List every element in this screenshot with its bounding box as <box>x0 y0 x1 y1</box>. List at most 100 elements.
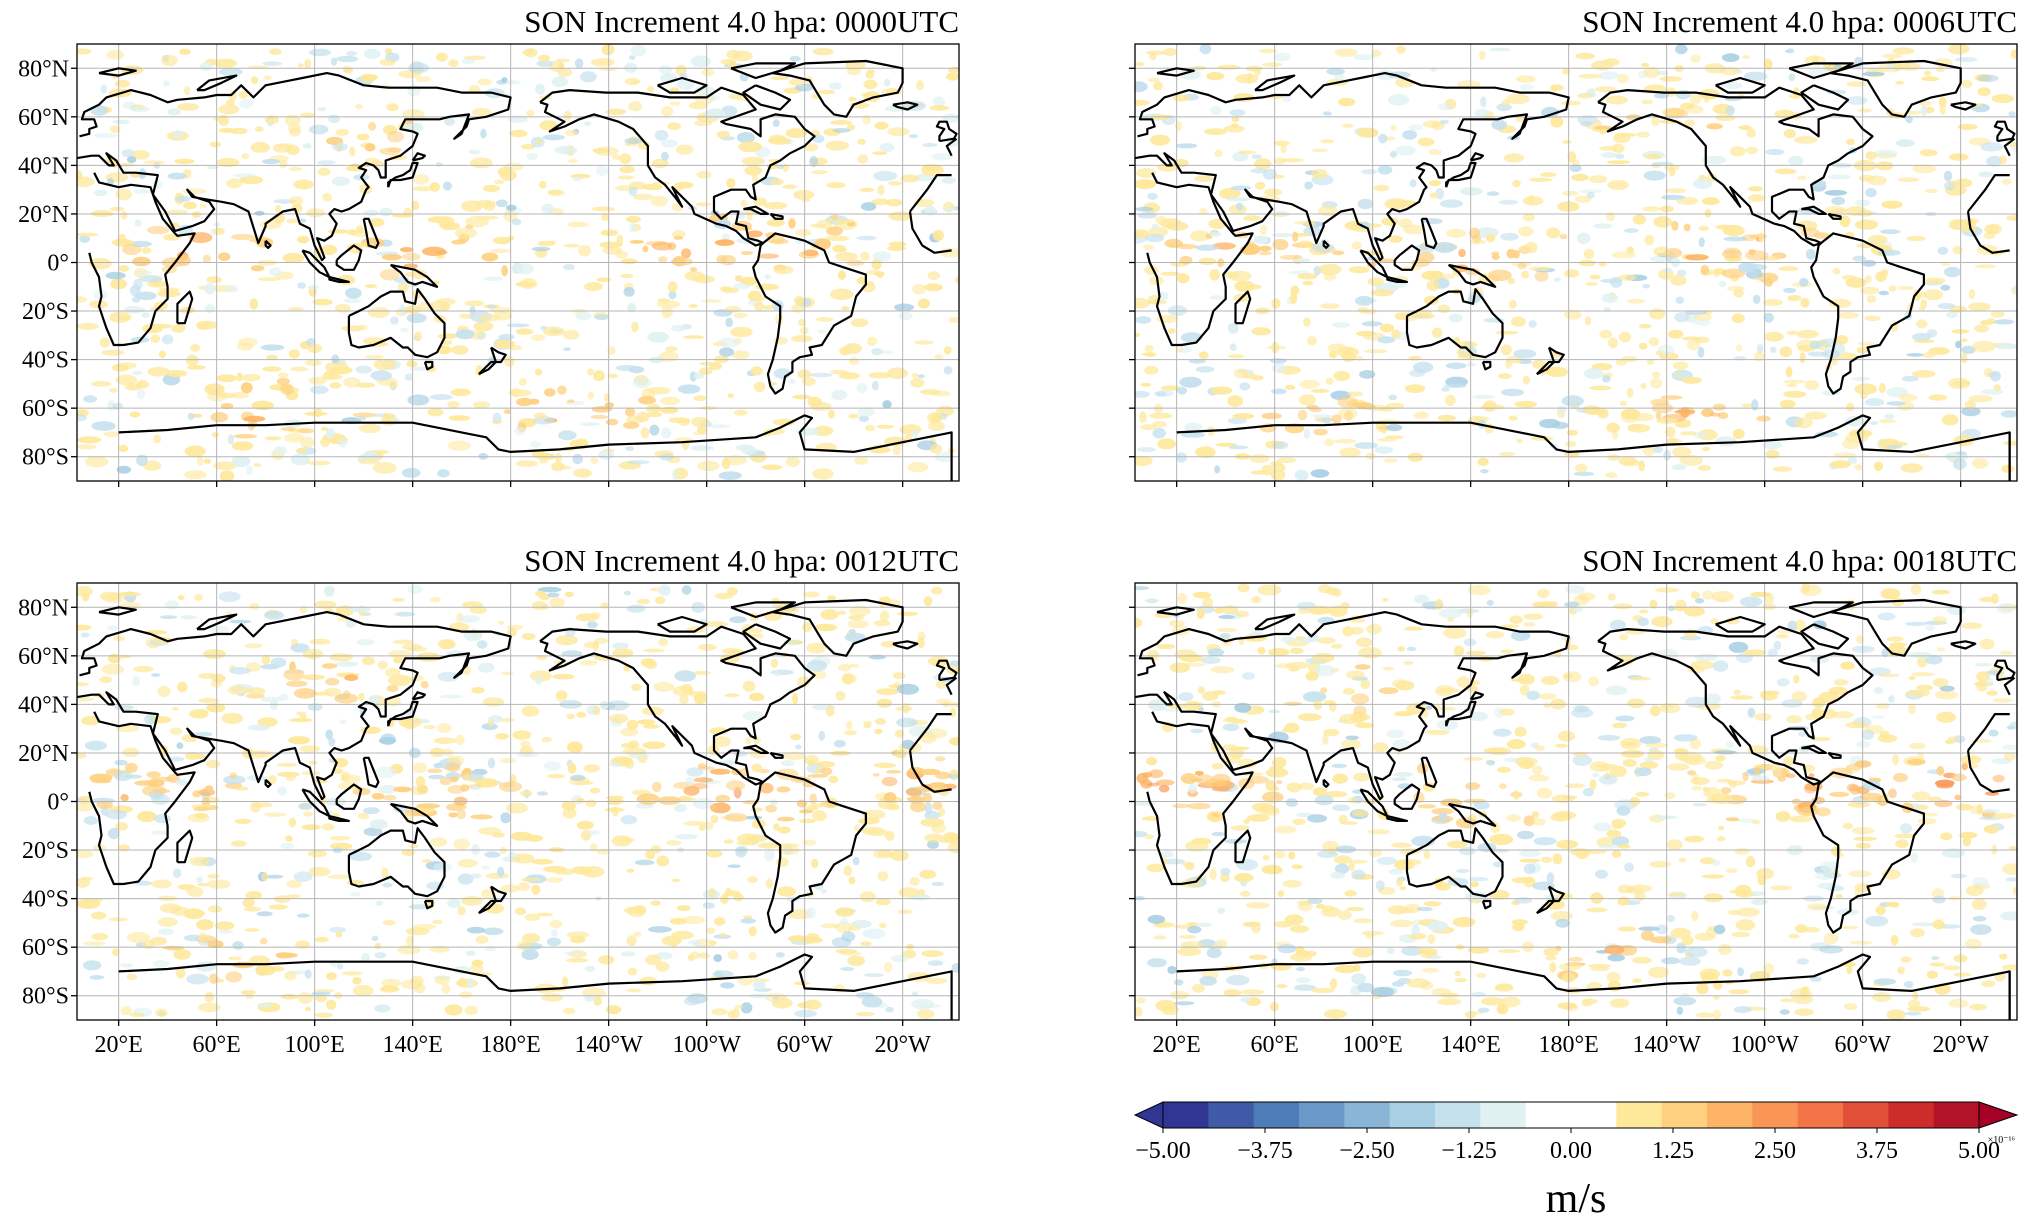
increment-cell <box>2001 744 2017 751</box>
longitude-axis <box>1176 481 1962 487</box>
increment-cell <box>1900 823 1912 834</box>
increment-cell <box>620 258 638 265</box>
increment-cell <box>785 456 800 468</box>
increment-cell <box>750 366 763 376</box>
increment-cell <box>853 824 861 832</box>
increment-cell <box>1422 967 1439 973</box>
increment-cell <box>435 250 448 255</box>
increment-cell <box>173 868 182 878</box>
increment-cell <box>498 333 515 341</box>
increment-cell <box>606 700 630 711</box>
increment-cell <box>1230 185 1252 191</box>
coastline <box>98 67 137 77</box>
increment-cell <box>521 933 540 944</box>
increment-cell <box>1514 726 1527 737</box>
coastline <box>539 625 816 786</box>
increment-cell <box>859 891 876 903</box>
increment-cell <box>1745 250 1769 261</box>
increment-cell <box>1231 116 1240 123</box>
increment-cell <box>1589 385 1612 391</box>
colorbar-segment <box>1752 1102 1799 1128</box>
increment-cell <box>1204 778 1227 787</box>
coastline <box>1800 623 1850 650</box>
increment-cell <box>278 693 289 702</box>
increment-cell <box>332 768 344 774</box>
increment-cell <box>1951 873 1967 879</box>
increment-cell <box>683 821 707 826</box>
increment-cell <box>154 814 171 824</box>
increment-cell <box>1228 445 1249 450</box>
coastline <box>1176 414 2011 481</box>
increment-cell <box>260 344 285 351</box>
increment-cell <box>697 952 710 959</box>
increment-cell <box>1588 676 1599 687</box>
increment-cell <box>557 385 567 395</box>
increment-cell <box>911 372 919 379</box>
coastline <box>176 829 194 864</box>
increment-cell <box>701 68 715 77</box>
increment-cell <box>1697 465 1712 471</box>
increment-cell <box>1563 1004 1579 1012</box>
increment-cell <box>1439 119 1449 125</box>
increment-cell <box>841 306 850 311</box>
increment-cell <box>84 455 109 468</box>
increment-cell <box>544 388 556 397</box>
increment-cell <box>1754 713 1772 721</box>
increment-cell <box>1873 686 1884 694</box>
longitude-axis <box>118 481 904 487</box>
increment-cell <box>1694 932 1716 941</box>
increment-cell <box>504 356 515 367</box>
increment-cell <box>1906 235 1926 242</box>
increment-cell <box>1830 460 1851 469</box>
longitude-tick-label: 20°E <box>95 1032 143 1058</box>
increment-cell <box>100 84 108 94</box>
coastline <box>772 59 904 118</box>
increment-cell <box>241 373 261 382</box>
coastline <box>1481 360 1492 371</box>
increment-cell <box>818 730 826 741</box>
increment-cell <box>293 688 317 699</box>
increment-cell <box>1742 771 1749 782</box>
map-panel-0012utc: SON Increment 4.0 hpa: 0012UTC 80°N60°N4… <box>18 543 960 1058</box>
increment-cell <box>591 206 616 212</box>
increment-cell <box>1666 914 1675 923</box>
increment-cell <box>1387 71 1411 79</box>
panel-title: SON Increment 4.0 hpa: 0012UTC <box>524 543 959 578</box>
increment-cell <box>567 221 589 228</box>
increment-cell <box>1282 879 1302 888</box>
increment-cell <box>1296 966 1306 972</box>
increment-cell <box>558 430 577 441</box>
increment-cell <box>792 394 812 400</box>
graticule <box>77 583 959 1020</box>
increment-cell <box>111 238 134 246</box>
increment-cell <box>1937 246 1949 255</box>
increment-cell <box>1944 266 1961 278</box>
increment-cell <box>1798 731 1807 737</box>
increment-cell <box>352 412 376 418</box>
increment-cell <box>1370 986 1395 998</box>
increment-cell <box>1302 280 1314 286</box>
increment-cell <box>151 673 161 677</box>
increment-cell <box>313 600 337 609</box>
increment-cell <box>1519 684 1530 696</box>
increment-cell <box>1900 62 1921 71</box>
increment-cell <box>325 677 340 686</box>
increment-cell <box>872 773 880 777</box>
increment-cell <box>1386 947 1395 955</box>
increment-cell <box>563 264 575 271</box>
colorbar-tick-label: 2.50 <box>1754 1138 1796 1164</box>
increment-cell <box>1348 859 1368 864</box>
increment-cell <box>1607 337 1619 349</box>
increment-cell <box>839 951 862 956</box>
increment-cell <box>454 755 465 766</box>
increment-cell <box>810 170 828 175</box>
increment-cell <box>1932 895 1946 904</box>
increment-cell <box>1632 978 1642 983</box>
increment-cell <box>1866 295 1877 304</box>
increment-cell <box>243 906 262 912</box>
increment-cell <box>693 395 707 402</box>
increment-cell <box>1486 599 1494 606</box>
increment-cell <box>1943 170 1953 182</box>
increment-cell <box>1550 116 1564 128</box>
coastline <box>1810 771 1925 934</box>
